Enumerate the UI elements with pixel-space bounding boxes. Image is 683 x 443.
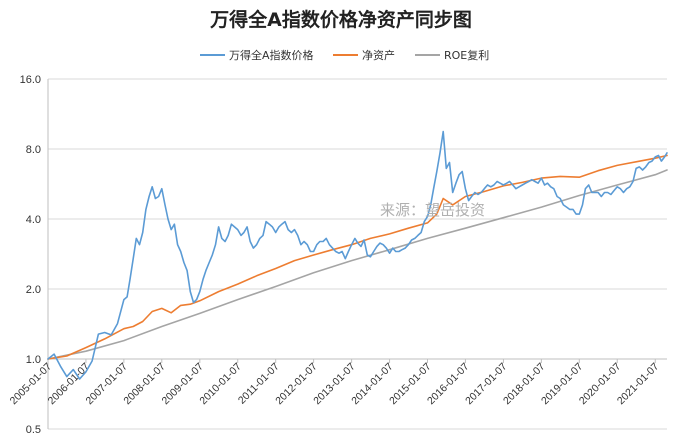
y-tick-label: 8.0 — [26, 144, 41, 156]
x-tick-label: 2021-01-07 — [615, 361, 662, 408]
y-tick-label: 0.5 — [26, 424, 41, 436]
series-lines — [47, 130, 668, 380]
legend-label-net-assets: 净资产 — [362, 48, 395, 62]
series-line-price — [47, 130, 668, 380]
series-line-net-assets — [47, 154, 668, 360]
gridlines — [47, 78, 667, 430]
y-tick-label: 2.0 — [26, 284, 41, 296]
legend-label-price: 万得全A指数价格 — [229, 48, 314, 62]
x-axis-ticks: 2005-01-072006-01-072007-01-072008-01-07… — [8, 359, 662, 408]
y-tick-label: 4.0 — [26, 214, 41, 226]
legend-label-roe: ROE复利 — [444, 48, 489, 62]
series-line-roe — [47, 169, 668, 360]
source-watermark: 来源：望岳投资 — [380, 201, 485, 219]
y-tick-label: 1.0 — [26, 354, 41, 366]
y-tick-label: 16.0 — [20, 74, 41, 86]
legend: 万得全A指数价格 净资产 ROE复利 — [200, 48, 489, 62]
chart-title: 万得全A指数价格净资产同步图 — [209, 8, 472, 31]
y-axis-ticks: 0.5 1.0 2.0 4.0 8.0 16.0 — [20, 74, 41, 436]
